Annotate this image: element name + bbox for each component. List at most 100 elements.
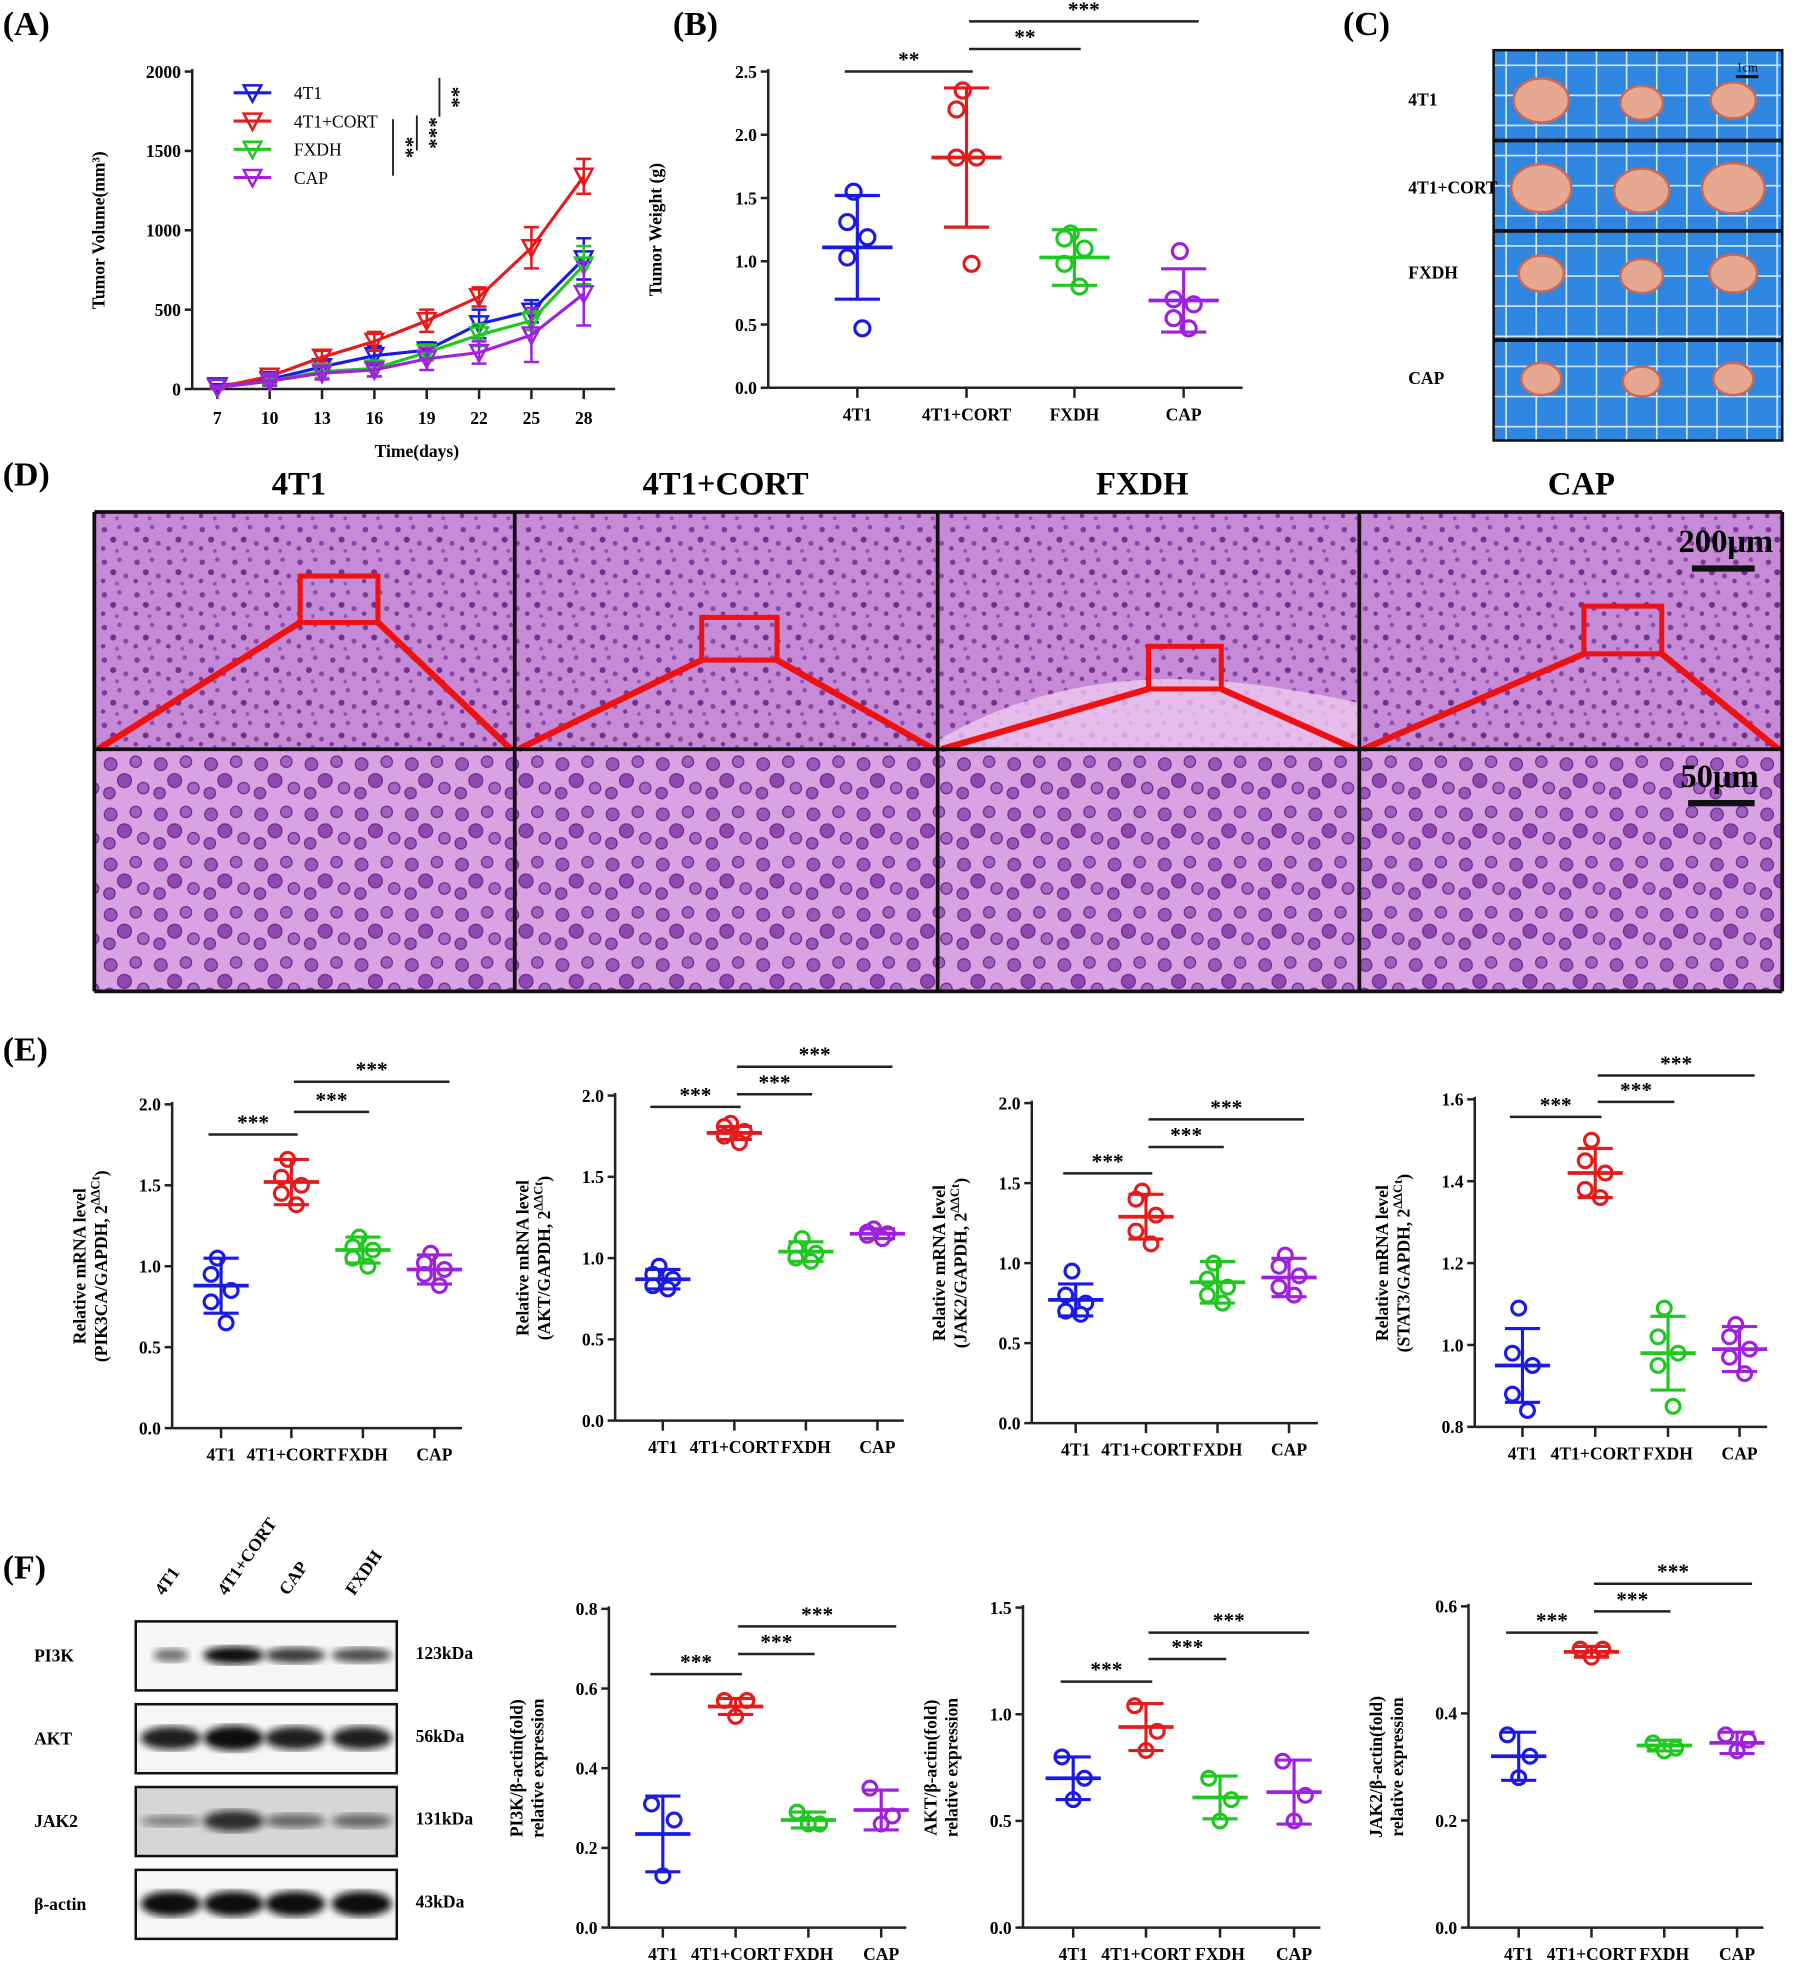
y-tick-label: 1.0 (999, 1253, 1021, 1273)
data-point (1055, 229, 1074, 248)
data-point (643, 1795, 661, 1813)
chart-a: 0 500 1000 1500 2000 7 10 13 16 19 22 25 28 Time(days… (88, 62, 616, 461)
y-axis-label-2-text: relative expression (528, 1698, 548, 1837)
zoom-region-box (1145, 643, 1224, 692)
data-point-triangle (572, 256, 595, 277)
group-4T1+CORT (706, 1114, 762, 1152)
data-point (1721, 1348, 1738, 1366)
x-tick-label: 4T1+CORT (690, 1437, 780, 1457)
zoom-connector (517, 657, 936, 753)
significance-label: ** (1014, 25, 1035, 49)
protein-band (203, 1891, 264, 1917)
group-4T1 (635, 1257, 691, 1298)
x-tick-label: 16 (366, 408, 384, 428)
data-point (1503, 1385, 1521, 1403)
data-point (1222, 1791, 1240, 1809)
significance-label: *** (1660, 1051, 1692, 1075)
data-point (1510, 1299, 1528, 1317)
significance-label: *** (237, 1110, 269, 1134)
protein-band (203, 1646, 264, 1665)
y-tick-label: 1.2 (1442, 1253, 1464, 1273)
group-4T1+CORT (931, 81, 1002, 273)
y-tick-label: 1.0 (1442, 1335, 1464, 1355)
tumor-sample (1700, 161, 1766, 215)
legend-marker (241, 112, 264, 133)
x-tick-label: 19 (418, 408, 436, 428)
y-axis-label-2: (AKT/GAPDH, 2ΔΔCt) (531, 1176, 554, 1341)
y-tick-label: 1.5 (735, 188, 757, 208)
protein-band (265, 1726, 326, 1750)
significance-label: *** (760, 1630, 792, 1654)
data-point (1649, 1328, 1667, 1346)
zoom-region-box (699, 614, 780, 663)
x-tick-label: 4T1 (843, 404, 872, 424)
x-tick-label: 4T1+CORT (1547, 1944, 1637, 1964)
data-point (861, 1779, 879, 1797)
group-4T1+CORT (708, 1692, 764, 1725)
x-tick-label: CAP (1722, 1443, 1758, 1463)
significance-label: *** (1092, 1149, 1124, 1173)
significance-label: *** (680, 1650, 712, 1674)
data-point (1198, 1286, 1216, 1304)
y-tick-label: 0.2 (576, 1838, 598, 1858)
group-CAP (853, 1779, 909, 1833)
x-tick-label: 7 (213, 408, 222, 428)
group-4T1+CORT (1118, 1697, 1174, 1759)
y-axis-label-2: (PIK3CA/GAPDH, 2ΔΔCt) (88, 1170, 111, 1362)
significance-label: *** (679, 1083, 711, 1107)
data-point (1503, 1344, 1521, 1362)
group-4T1 (1494, 1299, 1551, 1419)
x-tick-label: CAP (1276, 1944, 1312, 1964)
necrotic-region (937, 679, 1360, 750)
y-tick-label: 0.0 (1435, 1918, 1457, 1938)
tumor-sample (1517, 254, 1566, 293)
error-bar (523, 225, 539, 270)
group-CAP (406, 1244, 463, 1295)
data-point-triangle (468, 288, 490, 309)
significance-label: *** (1536, 1609, 1568, 1633)
error-bar (576, 260, 592, 327)
series-line (216, 175, 586, 389)
zoom-connector (1361, 650, 1781, 753)
x-tick-label: CAP (1166, 404, 1202, 424)
x-tick-label: CAP (863, 1944, 899, 1964)
protein-band (265, 1813, 326, 1828)
y-tick-label: 500 (155, 300, 182, 320)
group-CAP (849, 1220, 906, 1248)
panel-label-d: (D) (3, 457, 50, 494)
data-point-triangle (520, 238, 543, 260)
tumor-sample (1709, 81, 1758, 120)
data-point (1063, 1262, 1081, 1280)
y-tick-label: 1.0 (990, 1705, 1012, 1725)
panel-label-e: (E) (3, 1031, 48, 1068)
chart-e4: 0.8 1.0 1.2 1.4 1.6 4T1 4T1+CORT FXDH CAP Relativ… (1372, 1051, 1768, 1463)
legend-entry: 4T1+CORT (294, 111, 378, 131)
protein-band (203, 1810, 264, 1832)
y-tick-label: 0.4 (576, 1758, 598, 1778)
data-point (1717, 1726, 1735, 1744)
significance-label: ** (394, 137, 418, 158)
data-point (1519, 1402, 1536, 1419)
y-axis-label-end: ) (91, 1170, 111, 1176)
data-point (1576, 1152, 1594, 1170)
y-tick-label: 0 (172, 379, 181, 399)
y-axis-label-end: ) (951, 1178, 971, 1184)
protein-band (331, 1647, 392, 1663)
y-axis-label-sup: ΔΔCt (948, 1183, 962, 1213)
group-FXDH (1636, 1734, 1692, 1760)
group-FXDH (335, 1228, 391, 1275)
y-axis-label: Relative mRNA level (70, 1188, 90, 1344)
significance-label: *** (1170, 1123, 1202, 1147)
data-point (272, 1184, 290, 1202)
histology-group-title: FXDH (1096, 466, 1188, 502)
group-4T1+CORT (1567, 1131, 1623, 1207)
significance-label: *** (1213, 1609, 1245, 1633)
significance-label: *** (759, 1070, 791, 1094)
data-point (1270, 1257, 1288, 1275)
data-point (1721, 1328, 1738, 1346)
y-tick-label: 0.5 (582, 1330, 604, 1350)
data-point (1164, 309, 1183, 328)
y-axis-label-2-text: (JAK2/GAPDH, 2 (951, 1213, 971, 1349)
data-point-triangle (363, 332, 386, 353)
x-tick-label: 10 (261, 408, 279, 428)
